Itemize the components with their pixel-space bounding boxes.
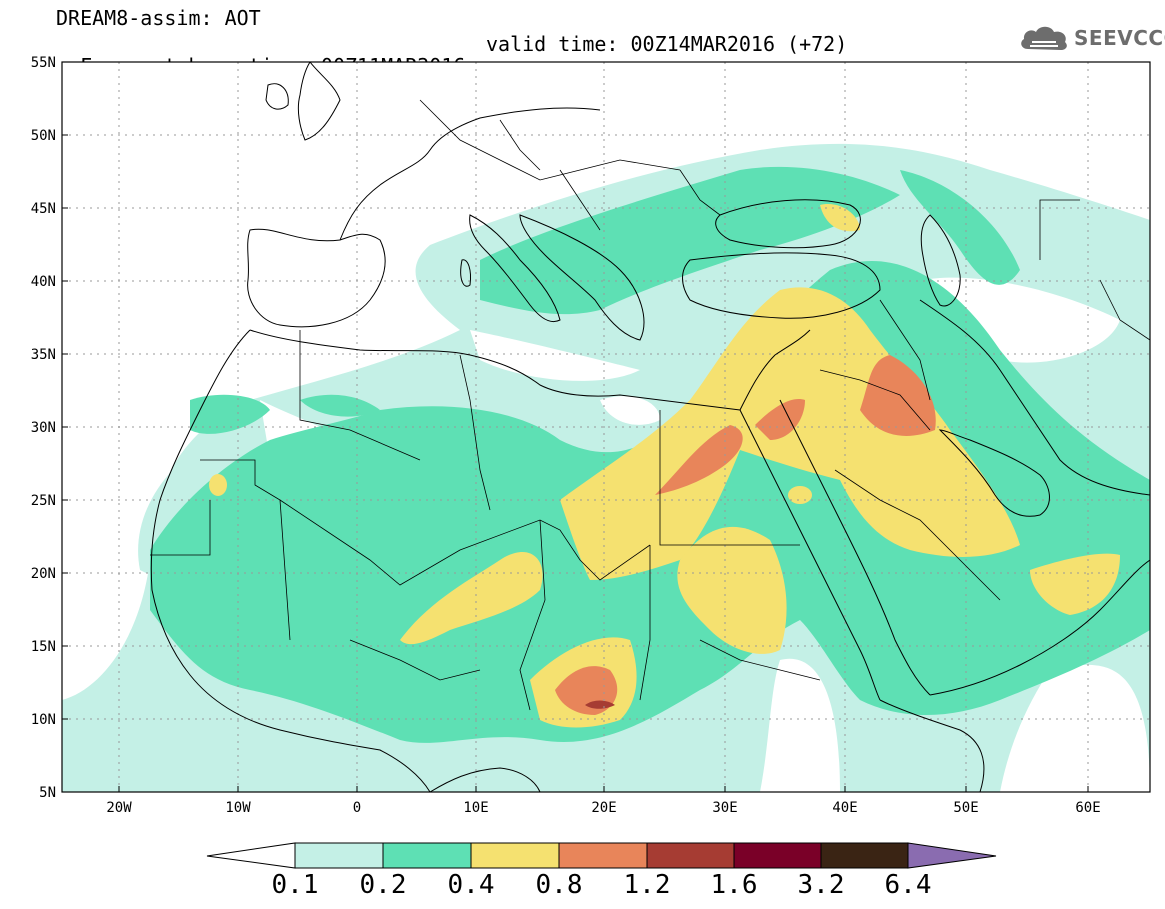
lat-label: 55N xyxy=(31,55,56,71)
lat-label: 35N xyxy=(31,347,56,363)
lat-label: 45N xyxy=(31,201,56,217)
aot-level-1-2 xyxy=(585,700,615,709)
valid-time-label: valid time: 00Z14MAR2016 (+72) xyxy=(486,32,848,56)
seevccc-logo: SEEVCCC xyxy=(1018,22,1165,54)
lon-label: 10E xyxy=(463,800,488,816)
colorbar-swatch-0-2 xyxy=(382,842,472,869)
lon-label: 20W xyxy=(106,800,132,816)
coastlines xyxy=(150,62,1150,792)
lat-label: 20N xyxy=(31,566,56,582)
colorbar-swatch-1-6 xyxy=(733,842,822,869)
colorbar-label: 0.8 xyxy=(536,870,583,900)
lon-label: 0 xyxy=(353,800,361,816)
lon-label: 30E xyxy=(712,800,737,816)
lat-label: 15N xyxy=(31,639,56,655)
lat-label: 25N xyxy=(31,493,56,509)
colorbar-label: 0.1 xyxy=(272,870,319,900)
colorbar-swatch-0-1 xyxy=(294,842,384,869)
colorbar-label: 3.2 xyxy=(798,870,845,900)
lat-labels: 55N 50N 45N 40N 35N 30N 25N 20N 15N 10N … xyxy=(31,55,56,801)
logo-text: SEEVCCC xyxy=(1074,26,1165,50)
colorbar-swatch-1-2 xyxy=(646,842,735,869)
colorbar-swatch-3-2 xyxy=(820,842,909,869)
colorbar-label: 6.4 xyxy=(885,870,932,900)
lon-labels: 20W 10W 0 10E 20E 30E 40E 50E 60E xyxy=(106,800,1100,816)
lon-label: 10W xyxy=(225,800,251,816)
colorbar-label: 0.2 xyxy=(360,870,407,900)
lat-label: 5N xyxy=(39,785,56,801)
colorbar-label: 1.6 xyxy=(711,870,758,900)
lon-label: 20E xyxy=(591,800,616,816)
lat-label: 40N xyxy=(31,274,56,290)
colorbar-high-arrow xyxy=(907,842,997,869)
map-title: DREAM8-assim: AOT xyxy=(56,6,261,30)
colorbar-label: 1.2 xyxy=(624,870,671,900)
aot-shading xyxy=(62,62,1150,792)
colorbar-swatch-0-4 xyxy=(470,842,560,869)
lat-label: 10N xyxy=(31,712,56,728)
lon-ticks xyxy=(118,786,1089,792)
colorbar-swatch-0-8 xyxy=(558,842,648,869)
lat-ticks xyxy=(62,61,68,793)
borders xyxy=(150,99,1150,711)
colorbar: 0.1 0.2 0.4 0.8 1.2 1.6 3.2 6.4 xyxy=(206,842,997,900)
colorbar-label: 0.4 xyxy=(448,870,495,900)
lon-label: 40E xyxy=(832,800,857,816)
cloud-icon xyxy=(1021,26,1067,50)
colorbar-low-arrow xyxy=(206,842,296,869)
lat-label: 30N xyxy=(31,420,56,436)
graticule xyxy=(62,62,1150,792)
lon-label: 50E xyxy=(953,800,978,816)
lon-label: 60E xyxy=(1075,800,1100,816)
lat-label: 50N xyxy=(31,128,56,144)
